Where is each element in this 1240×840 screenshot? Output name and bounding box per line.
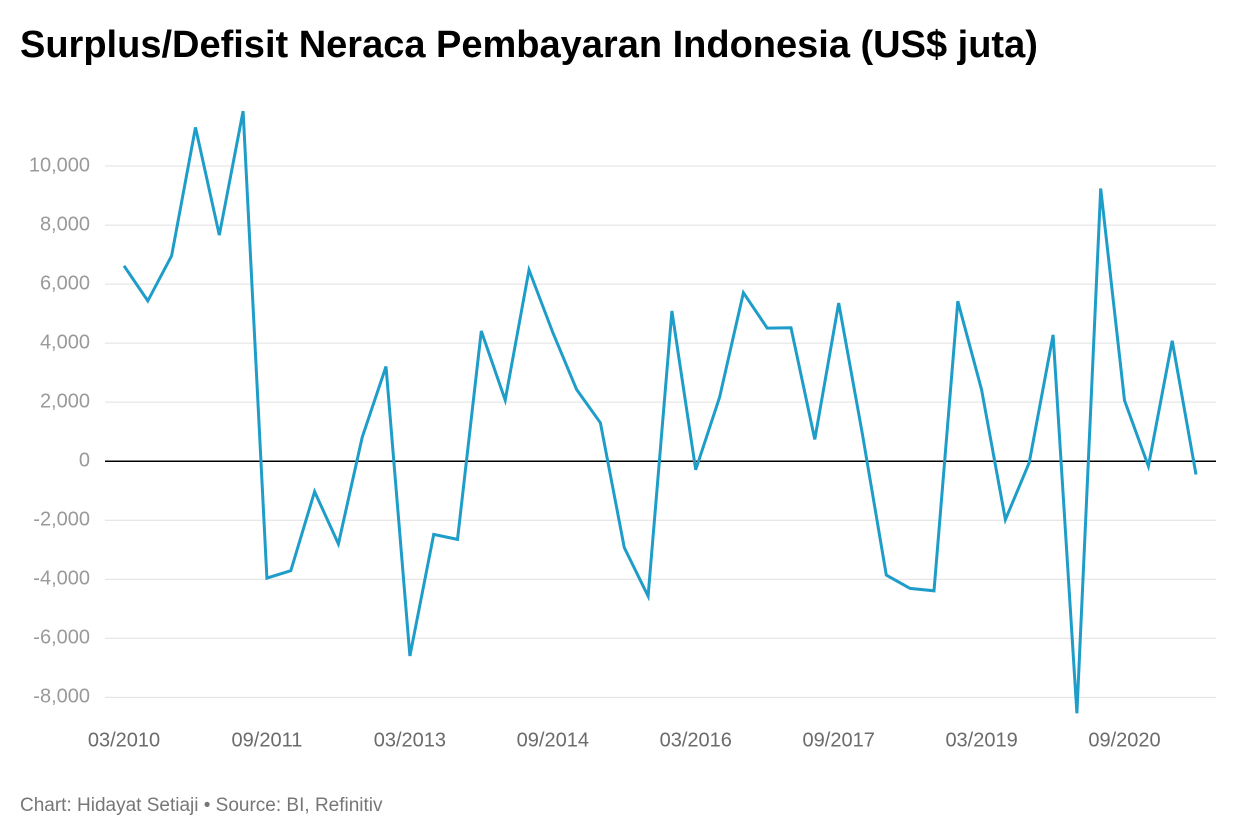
- x-tick-label: 09/2017: [803, 729, 875, 751]
- y-tick-label: -8,000: [33, 686, 90, 708]
- y-tick-label: -6,000: [33, 627, 90, 649]
- x-tick-label: 03/2010: [88, 729, 160, 751]
- y-tick-label: 6,000: [40, 272, 90, 294]
- y-tick-label: 10,000: [29, 154, 90, 176]
- chart-title: Surplus/Defisit Neraca Pembayaran Indone…: [20, 24, 1038, 66]
- x-tick-label: 03/2019: [945, 729, 1017, 751]
- y-tick-label: 8,000: [40, 213, 90, 235]
- source-note: Chart: Hidayat Setiaji • Source: BI, Ref…: [20, 795, 383, 816]
- y-tick-label: 2,000: [40, 390, 90, 412]
- x-tick-label: 09/2011: [232, 729, 303, 751]
- x-tick-label: 03/2016: [660, 729, 732, 751]
- data-line: [122, 110, 1198, 714]
- y-tick-label: 0: [79, 449, 90, 471]
- x-tick-label: 03/2013: [374, 729, 446, 751]
- y-tick-label: -2,000: [33, 509, 90, 531]
- x-tick-label: 09/2014: [517, 729, 589, 751]
- y-tick-label: 4,000: [40, 331, 90, 353]
- x-tick-label: 09/2020: [1088, 729, 1160, 751]
- y-tick-label: -4,000: [33, 568, 90, 590]
